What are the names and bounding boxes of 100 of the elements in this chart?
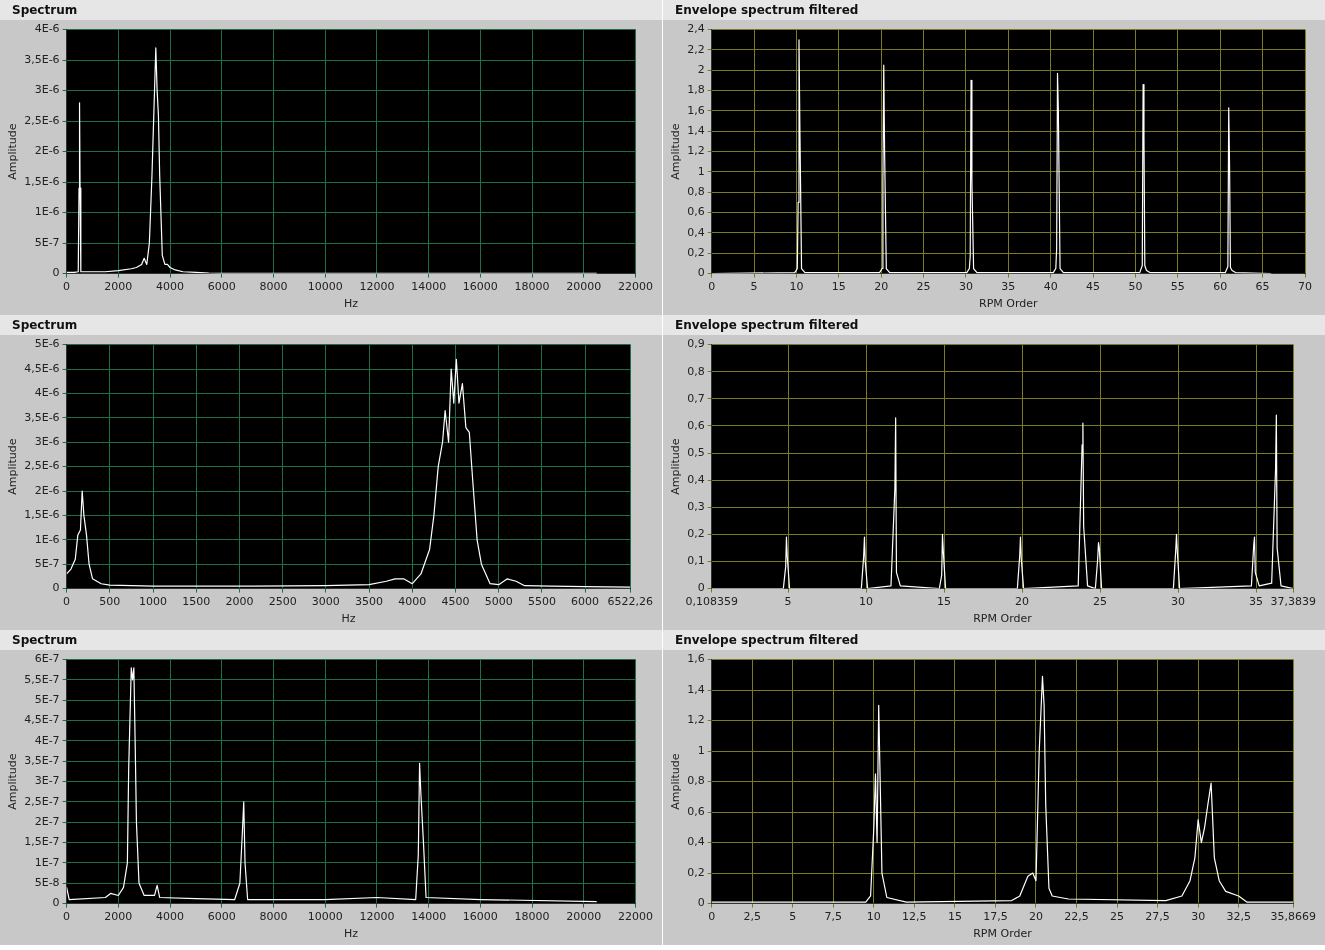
x-tick-label: 37,3839 (1270, 595, 1317, 609)
y-tick-label: 1,2 (687, 144, 705, 158)
y-tick-label: 1,6 (687, 103, 705, 117)
y-tick-label: 0,9 (687, 337, 705, 351)
y-axis-title: Amplitude (6, 123, 20, 180)
y-tick-label: 1 (697, 743, 705, 757)
x-tick-label: 20 (1028, 910, 1043, 924)
x-tick-label: 50 (1128, 280, 1143, 294)
x-tick-label: 20 (1015, 595, 1030, 609)
x-tick-label: 12,5 (902, 910, 927, 924)
x-tick-label: 500 (99, 595, 121, 609)
y-tick-label: 2,5E-7 (24, 794, 60, 808)
y-tick-label: 1,4 (687, 682, 705, 696)
y-tick-label: 0 (52, 266, 60, 280)
y-tick-label: 0 (52, 581, 60, 595)
y-tick-label: 0 (697, 266, 705, 280)
chart-title: Envelope spectrum filtered (663, 315, 1325, 335)
y-tick-label: 2 (697, 63, 705, 77)
y-tick-label: 1 (697, 164, 705, 178)
y-tick-label: 3,5E-7 (24, 754, 60, 768)
x-tick-label: 2,5 (743, 910, 761, 924)
y-tick-label: 4E-6 (34, 386, 60, 400)
x-tick-label: 5 (789, 910, 797, 924)
y-tick-label: 1,5E-6 (24, 508, 60, 522)
x-tick-label: 45 (1086, 280, 1101, 294)
x-tick-label: 18000 (514, 910, 550, 924)
y-tick-label: 1,2 (687, 713, 705, 727)
x-tick-label: 10 (866, 910, 881, 924)
x-tick-label: 0 (63, 910, 71, 924)
x-tick-label: 0 (63, 280, 71, 294)
y-tick-label: 0,4 (687, 225, 705, 239)
x-axis-title: Hz (341, 612, 356, 626)
x-tick-label: 7,5 (824, 910, 843, 924)
y-tick-label: 1E-7 (34, 855, 60, 869)
y-tick-label: 3,5E-6 (24, 52, 60, 66)
y-tick-label: 0,3 (687, 500, 705, 514)
x-tick-label: 5500 (527, 595, 556, 609)
y-tick-label: 6E-7 (34, 652, 60, 666)
x-tick-label: 20 (874, 280, 889, 294)
x-tick-label: 65 (1255, 280, 1270, 294)
x-tick-label: 35 (1001, 280, 1016, 294)
x-tick-label: 6000 (207, 910, 236, 924)
x-tick-label: 30 (958, 280, 973, 294)
x-tick-label: 1000 (139, 595, 168, 609)
x-tick-label: 0 (63, 595, 71, 609)
y-tick-label: 0,5 (687, 445, 705, 459)
y-tick-label: 0,7 (687, 391, 705, 405)
x-tick-label: 0 (708, 910, 716, 924)
chart-title: Spectrum (0, 630, 662, 650)
x-tick-label: 18000 (514, 280, 550, 294)
y-tick-label: 0,2 (687, 246, 705, 260)
x-tick-label: 6000 (207, 280, 236, 294)
y-tick-label: 1,5E-6 (24, 174, 60, 188)
x-tick-label: 20000 (566, 280, 602, 294)
x-tick-label: 30 (1171, 595, 1186, 609)
y-tick-label: 4E-6 (34, 22, 60, 36)
x-tick-label: 30 (1191, 910, 1206, 924)
x-tick-label: 12000 (359, 910, 395, 924)
x-tick-label: 8000 (259, 910, 288, 924)
x-tick-label: 15 (947, 910, 962, 924)
x-tick-label: 4500 (441, 595, 470, 609)
y-tick-label: 2,4 (687, 22, 705, 36)
y-tick-label: 2E-7 (34, 815, 60, 829)
y-axis-title: Amplitude (669, 123, 683, 180)
x-tick-label: 2000 (104, 280, 133, 294)
y-tick-label: 1,4 (687, 124, 705, 138)
x-tick-label: 0,108359 (685, 595, 738, 609)
y-tick-label: 0,4 (687, 835, 705, 849)
y-tick-label: 0,8 (687, 774, 705, 788)
y-tick-label: 0,4 (687, 473, 705, 487)
y-tick-label: 1E-6 (34, 532, 60, 546)
x-tick-label: 15 (937, 595, 952, 609)
x-axis-title: RPM Order (973, 612, 1033, 626)
y-tick-label: 4,5E-6 (24, 361, 60, 375)
x-tick-label: 4000 (156, 280, 185, 294)
y-tick-label: 1,6 (687, 652, 705, 666)
y-tick-label: 0 (697, 896, 705, 910)
y-tick-label: 0,1 (687, 554, 705, 568)
x-tick-label: 32,5 (1226, 910, 1251, 924)
y-tick-label: 0,2 (687, 865, 705, 879)
x-tick-label: 6000 (571, 595, 600, 609)
x-tick-label: 10000 (307, 280, 343, 294)
x-tick-label: 16000 (462, 910, 498, 924)
y-tick-label: 0,2 (687, 527, 705, 541)
x-tick-label: 17,5 (983, 910, 1008, 924)
x-tick-label: 15 (831, 280, 846, 294)
chart-title: Envelope spectrum filtered (663, 0, 1325, 20)
x-axis-title: RPM Order (973, 927, 1033, 941)
x-axis-title: RPM Order (979, 297, 1039, 311)
x-tick-label: 70 (1298, 280, 1312, 294)
y-tick-label: 2E-6 (34, 144, 60, 158)
x-tick-label: 10 (789, 280, 804, 294)
y-tick-label: 5E-8 (34, 876, 60, 890)
chart-title: Envelope spectrum filtered (663, 630, 1325, 650)
y-tick-label: 1,5E-7 (24, 835, 60, 849)
x-tick-label: 2000 (225, 595, 254, 609)
y-tick-label: 5E-6 (34, 337, 60, 351)
y-tick-label: 3E-6 (34, 435, 60, 449)
y-tick-label: 0,6 (687, 804, 705, 818)
y-tick-label: 2,5E-6 (24, 113, 60, 127)
